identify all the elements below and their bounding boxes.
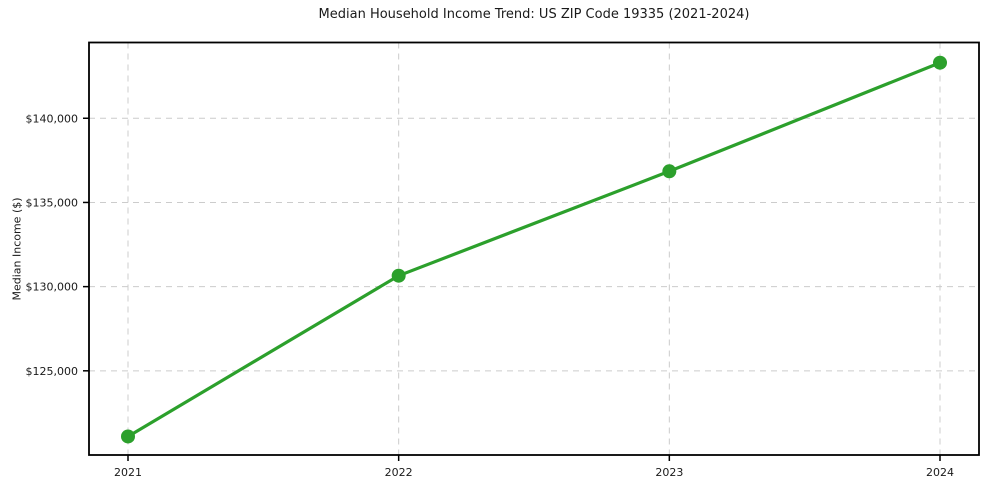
x-tick-label: 2021 xyxy=(114,466,142,479)
plot-border xyxy=(88,41,980,456)
plot-area-background xyxy=(89,42,979,455)
data-point-2024 xyxy=(933,55,947,70)
y-tick-label: $140,000 xyxy=(26,112,79,125)
data-point-2021 xyxy=(121,429,135,444)
x-tick-label: 2024 xyxy=(926,466,954,479)
chart-title: Median Household Income Trend: US ZIP Co… xyxy=(318,7,750,22)
data-point-2022 xyxy=(391,268,406,283)
y-tick-label: $135,000 xyxy=(26,196,79,209)
y-tick-label: $125,000 xyxy=(26,365,79,378)
data-point-2023 xyxy=(662,164,677,179)
trend-line xyxy=(126,61,942,439)
y-tick-label: $130,000 xyxy=(26,281,79,294)
x-tick-label: 2023 xyxy=(655,466,683,479)
x-tick-label: 2022 xyxy=(385,466,413,479)
